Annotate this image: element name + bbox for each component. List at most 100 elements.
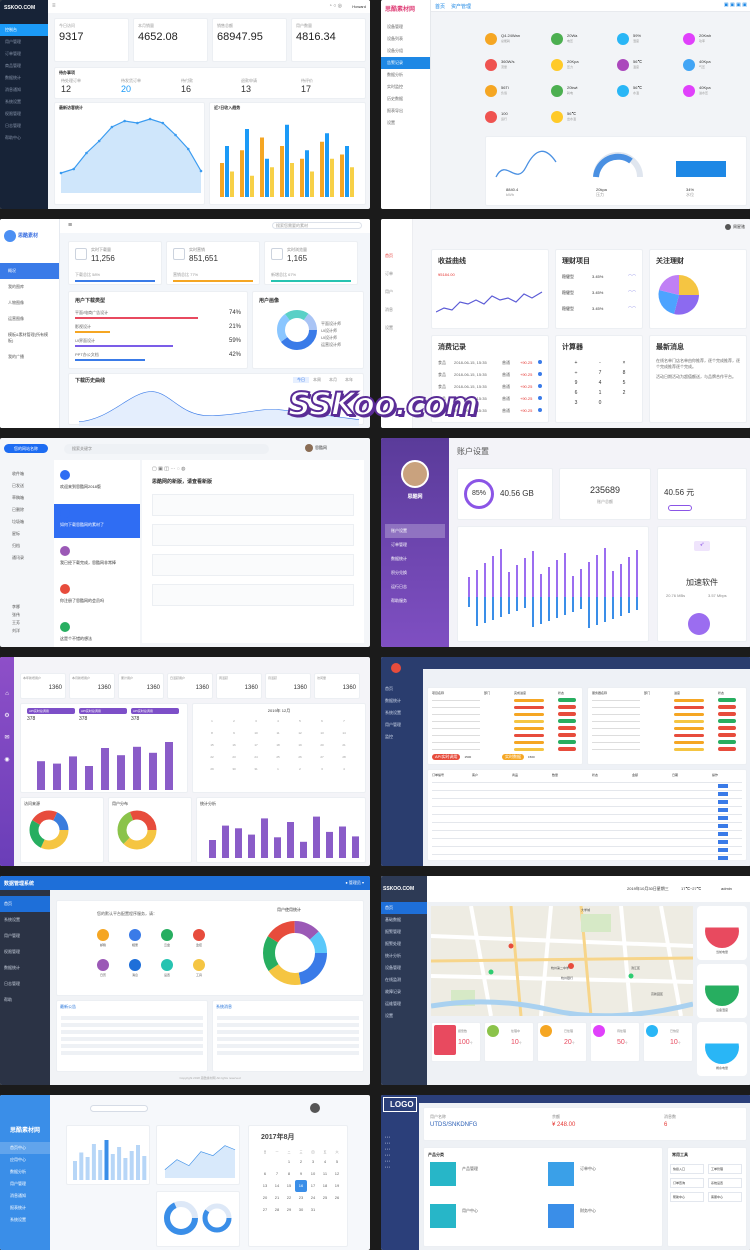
calendar-day[interactable]: 3 bbox=[311, 1159, 315, 1164]
calendar-cell[interactable]: 11 bbox=[276, 731, 280, 735]
calendar-day[interactable]: 19 bbox=[334, 1183, 340, 1188]
alarm-stat[interactable]: 处理中 10个 bbox=[484, 1022, 534, 1062]
side-item[interactable]: 账户设置 bbox=[385, 524, 445, 538]
calendar-cell[interactable]: 30 bbox=[232, 767, 236, 771]
tool-item[interactable]: 客服中心 bbox=[708, 1192, 742, 1202]
sidebar-item[interactable]: 系统设置 bbox=[10, 1217, 26, 1222]
action-button[interactable] bbox=[718, 832, 728, 836]
calendar-cell[interactable]: 12 bbox=[298, 731, 302, 735]
mail-tool-icons[interactable]: ▢ ▣ ◫ ⋯ ◌ ◍ bbox=[152, 466, 186, 472]
side-item[interactable]: 运行日志 bbox=[391, 584, 407, 589]
news-line[interactable] bbox=[61, 1016, 203, 1020]
recharge-button[interactable] bbox=[668, 505, 692, 511]
calc-key[interactable]: 1 bbox=[598, 390, 602, 396]
sidebar-item[interactable]: 帮助 bbox=[4, 997, 12, 1002]
table-row[interactable] bbox=[432, 846, 742, 847]
sidebar-item[interactable]: 订单管理 bbox=[5, 51, 21, 56]
calendar-day[interactable]: 2 bbox=[299, 1159, 303, 1164]
search-input[interactable] bbox=[90, 1105, 148, 1112]
user-menu[interactable]: ● 管理员 ▾ bbox=[345, 880, 364, 885]
calc-key[interactable]: + bbox=[574, 360, 578, 366]
calc-key[interactable]: ÷ bbox=[574, 370, 578, 376]
sidebar-item[interactable]: 数据分析 bbox=[387, 72, 403, 77]
sidebar-item[interactable]: 首页 bbox=[385, 686, 393, 691]
calc-key[interactable]: × bbox=[622, 360, 626, 366]
calc-key[interactable]: 2 bbox=[622, 390, 626, 396]
calendar-cell[interactable]: 13 bbox=[320, 731, 324, 735]
app-icon-tile[interactable]: 监控 bbox=[183, 927, 215, 957]
menu-icon[interactable]: ≡ bbox=[68, 222, 73, 229]
calendar-day[interactable]: 29 bbox=[286, 1207, 292, 1212]
sidebar-item[interactable]: 用户管理 bbox=[385, 722, 401, 727]
sidebar-item[interactable]: 我的图库 bbox=[8, 284, 24, 289]
calendar-cell[interactable]: 23 bbox=[232, 755, 236, 759]
calendar-day[interactable]: 16 bbox=[295, 1180, 307, 1192]
calc-key[interactable]: 8 bbox=[622, 370, 626, 376]
nav-item[interactable]: 通讯录 bbox=[12, 555, 24, 560]
mail-item[interactable]: 如何下载思酷网的素材了 bbox=[54, 504, 140, 538]
calendar-day[interactable]: 20 bbox=[262, 1195, 268, 1200]
sidebar-item[interactable]: 基础数据 bbox=[385, 917, 401, 922]
alarm-stat[interactable]: 已处理 20个 bbox=[537, 1022, 587, 1062]
sidebar-item[interactable]: 告警记录 bbox=[381, 57, 430, 69]
calendar-cell[interactable]: 26 bbox=[298, 755, 302, 759]
calc-key[interactable]: 6 bbox=[574, 390, 578, 396]
calendar-cell[interactable]: 1 bbox=[211, 719, 213, 723]
sidebar-item[interactable]: 系统设置 bbox=[4, 917, 20, 922]
tool-item[interactable]: 帮助中心 bbox=[670, 1192, 704, 1202]
news-line[interactable] bbox=[217, 1016, 359, 1020]
sidebar-item[interactable]: 监控 bbox=[385, 734, 393, 739]
table-row[interactable] bbox=[432, 854, 742, 855]
calendar-cell[interactable]: 17 bbox=[254, 743, 258, 747]
contact-item[interactable]: 张伟 bbox=[12, 612, 20, 617]
calendar-cell[interactable]: 27 bbox=[320, 755, 324, 759]
sidebar-item[interactable]: 控制台 bbox=[0, 24, 48, 36]
nav-item[interactable]: 草稿箱 bbox=[12, 495, 24, 500]
todo-item[interactable]: 待发货订单 20 bbox=[121, 78, 177, 94]
sidebar-item[interactable]: 概况 bbox=[0, 263, 59, 279]
calendar-day[interactable]: 9 bbox=[299, 1171, 303, 1176]
action-button[interactable] bbox=[718, 840, 728, 844]
sidebar-item[interactable]: 报表导出 bbox=[387, 108, 403, 113]
sidebar-item[interactable]: 数据统计 bbox=[5, 75, 21, 80]
nav-item[interactable]: 归档 bbox=[12, 543, 20, 548]
calc-key[interactable]: 3 bbox=[574, 400, 578, 406]
app-icon-tile[interactable]: 消息 bbox=[119, 957, 151, 987]
calendar-cell[interactable]: 31 bbox=[254, 767, 258, 771]
side-item[interactable]: 订单管理 bbox=[391, 542, 407, 547]
sidebar-item[interactable]: 报警管理 bbox=[385, 929, 401, 934]
calendar-cell[interactable]: 18 bbox=[276, 743, 280, 747]
sidebar-item[interactable]: 系统设置 bbox=[5, 99, 21, 104]
calendar-cell[interactable]: 2 bbox=[233, 719, 235, 723]
calendar-day[interactable]: 21 bbox=[274, 1195, 280, 1200]
calendar-day[interactable]: 17 bbox=[310, 1183, 316, 1188]
action-button[interactable] bbox=[718, 792, 728, 796]
side-item[interactable]: 帮助服务 bbox=[391, 598, 407, 603]
todo-item[interactable]: 待评价 17 bbox=[301, 78, 357, 94]
calendar-cell[interactable]: 10 bbox=[254, 731, 258, 735]
app-icon-tile[interactable]: 云盘 bbox=[151, 927, 183, 957]
sidebar-item[interactable]: 系统设置 bbox=[385, 710, 401, 715]
news-line[interactable] bbox=[61, 1023, 203, 1027]
sidebar-item[interactable]: 我的广播 bbox=[8, 354, 24, 359]
sidebar-item[interactable]: 数据分析 bbox=[10, 1169, 26, 1174]
sidebar-item[interactable]: 日志管理 bbox=[4, 981, 20, 986]
sidebar-item[interactable]: 首页 bbox=[0, 896, 50, 912]
news-line[interactable] bbox=[61, 1037, 203, 1041]
news-line[interactable] bbox=[61, 1030, 203, 1034]
nav-item[interactable]: 已删除 bbox=[12, 507, 24, 512]
trend-tab[interactable]: 本月 bbox=[329, 377, 337, 382]
calendar-cell[interactable]: 21 bbox=[342, 743, 346, 747]
sidebar-menu[interactable]: ▪ ▪ ▪ ▪ ▪ ▪ ▪ ▪ ▪ ▪ ▪ ▪ ▪ ▪ ▪ ▪ ▪ ▪ bbox=[385, 1135, 390, 1169]
contact-item[interactable]: 刘洋 bbox=[12, 628, 20, 633]
tool-item[interactable]: 快捷入口 bbox=[670, 1164, 704, 1174]
calendar-cell[interactable]: 16 bbox=[232, 743, 236, 747]
sidebar-item[interactable]: 应用中心 bbox=[10, 1157, 26, 1162]
calendar-day[interactable]: 27 bbox=[262, 1207, 268, 1212]
user-menu[interactable]: 思酷网 bbox=[305, 444, 327, 452]
calendar-cell[interactable]: 3 bbox=[255, 719, 257, 723]
sidebar-item[interactable]: 运维管理 bbox=[385, 1001, 401, 1006]
action-button[interactable] bbox=[718, 808, 728, 812]
alarm-stat[interactable]: 已恢复 10个 bbox=[643, 1022, 693, 1062]
calendar-cell[interactable]: 15 bbox=[210, 743, 214, 747]
